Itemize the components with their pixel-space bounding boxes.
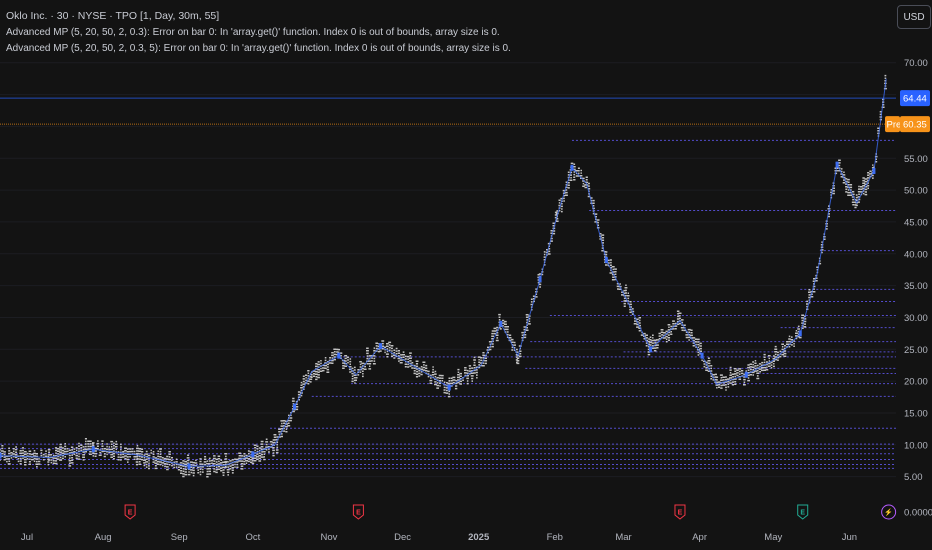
poc-marker (649, 346, 653, 353)
event-glyph: ⚡ (884, 508, 893, 517)
y-tick-label: 50.00 (904, 186, 928, 197)
x-tick-label: Aug (95, 532, 112, 543)
x-tick-label: Sep (171, 532, 188, 543)
poc-marker (447, 384, 451, 391)
x-tick-label: Jul (21, 532, 33, 543)
dividend-icon (881, 504, 897, 520)
y-tick-label: 45.00 (904, 217, 928, 228)
x-tick-label: May (764, 532, 782, 543)
y-tick-label: 70.00 (904, 58, 928, 69)
x-tick-label: Oct (245, 532, 260, 543)
earnings-marker[interactable]: E (352, 504, 364, 520)
earnings-marker[interactable]: E (797, 504, 809, 520)
pre-market-badge (900, 116, 930, 133)
y-tick-label: 15.00 (904, 408, 928, 419)
poc-marker (744, 371, 748, 378)
x-tick-label: Mar (615, 532, 631, 543)
indicator-error-2[interactable]: Advanced MP (5, 20, 50, 2, 0.3, 5): Erro… (6, 43, 511, 54)
y-tick-label: 0.0000 (904, 508, 932, 519)
poc-marker (538, 276, 542, 283)
x-tick-label: Apr (692, 532, 707, 543)
last-price-label: 64.44 (903, 94, 927, 105)
x-tick-label: Dec (394, 532, 411, 543)
dividend-marker[interactable]: ⚡ (881, 504, 897, 520)
y-tick-label: 10.00 (904, 440, 928, 451)
y-tick-label: 20.00 (904, 377, 928, 388)
event-glyph: E (356, 510, 361, 517)
poc-marker (604, 257, 608, 264)
y-tick-label: 25.00 (904, 345, 928, 356)
poc-marker (798, 330, 802, 337)
y-tick-label: 55.00 (904, 154, 928, 165)
event-markers[interactable]: E E E E ⚡ (124, 504, 897, 520)
last-price-badge (900, 90, 930, 107)
poc-marker (187, 463, 191, 470)
y-tick-label: 40.00 (904, 249, 928, 260)
pre-tag-label: Pre (887, 120, 902, 131)
earnings-icon (797, 504, 809, 520)
time-axis[interactable]: Jul Aug Sep Oct Nov Dec 2025 Feb Mar Apr May Jun (21, 532, 857, 543)
event-glyph: E (678, 510, 683, 517)
poc-marker (570, 164, 574, 171)
poc-marker (378, 343, 382, 350)
poc-marker (251, 451, 255, 458)
poc-marker (835, 161, 839, 168)
pre-tag-badge (885, 116, 900, 133)
indicator-error-1[interactable]: Advanced MP (5, 20, 50, 2, 0.3): Error o… (6, 27, 500, 38)
poc-marker (0, 452, 2, 459)
x-tick-label: Feb (547, 532, 563, 543)
poc-marker (499, 320, 503, 327)
poc-marker (293, 403, 297, 410)
price-lines (0, 97, 896, 125)
x-tick-label: 2025 (468, 532, 490, 543)
event-glyph: E (800, 510, 805, 517)
earnings-icon (674, 504, 686, 520)
earnings-marker[interactable]: E (124, 504, 136, 520)
pre-market-label: 60.35 (903, 120, 927, 131)
price-badges: 64.44 Pre 60.35 (885, 90, 930, 133)
earnings-icon (352, 504, 364, 520)
y-tick-label: 35.00 (904, 281, 928, 292)
currency-button[interactable]: USD (897, 5, 931, 29)
event-glyph: E (128, 510, 133, 517)
earnings-icon (124, 504, 136, 520)
x-tick-label: Nov (320, 532, 337, 543)
chart-title[interactable]: Oklo Inc. · 30 · NYSE · TPO [1, Day, 30m… (6, 10, 220, 22)
poc-marker (700, 352, 704, 359)
y-tick-label: 5.00 (904, 472, 923, 483)
poc-line (0, 78, 887, 467)
chart-grid (0, 62, 896, 478)
poc-marker (91, 446, 95, 453)
earnings-marker[interactable]: E (674, 504, 686, 520)
poc-marker (872, 167, 876, 174)
y-tick-label: 30.00 (904, 313, 928, 324)
tpo-letters (0, 74, 887, 478)
x-tick-label: Jun (842, 532, 857, 543)
tpo-profile (0, 74, 887, 478)
poc-marker (337, 352, 341, 359)
